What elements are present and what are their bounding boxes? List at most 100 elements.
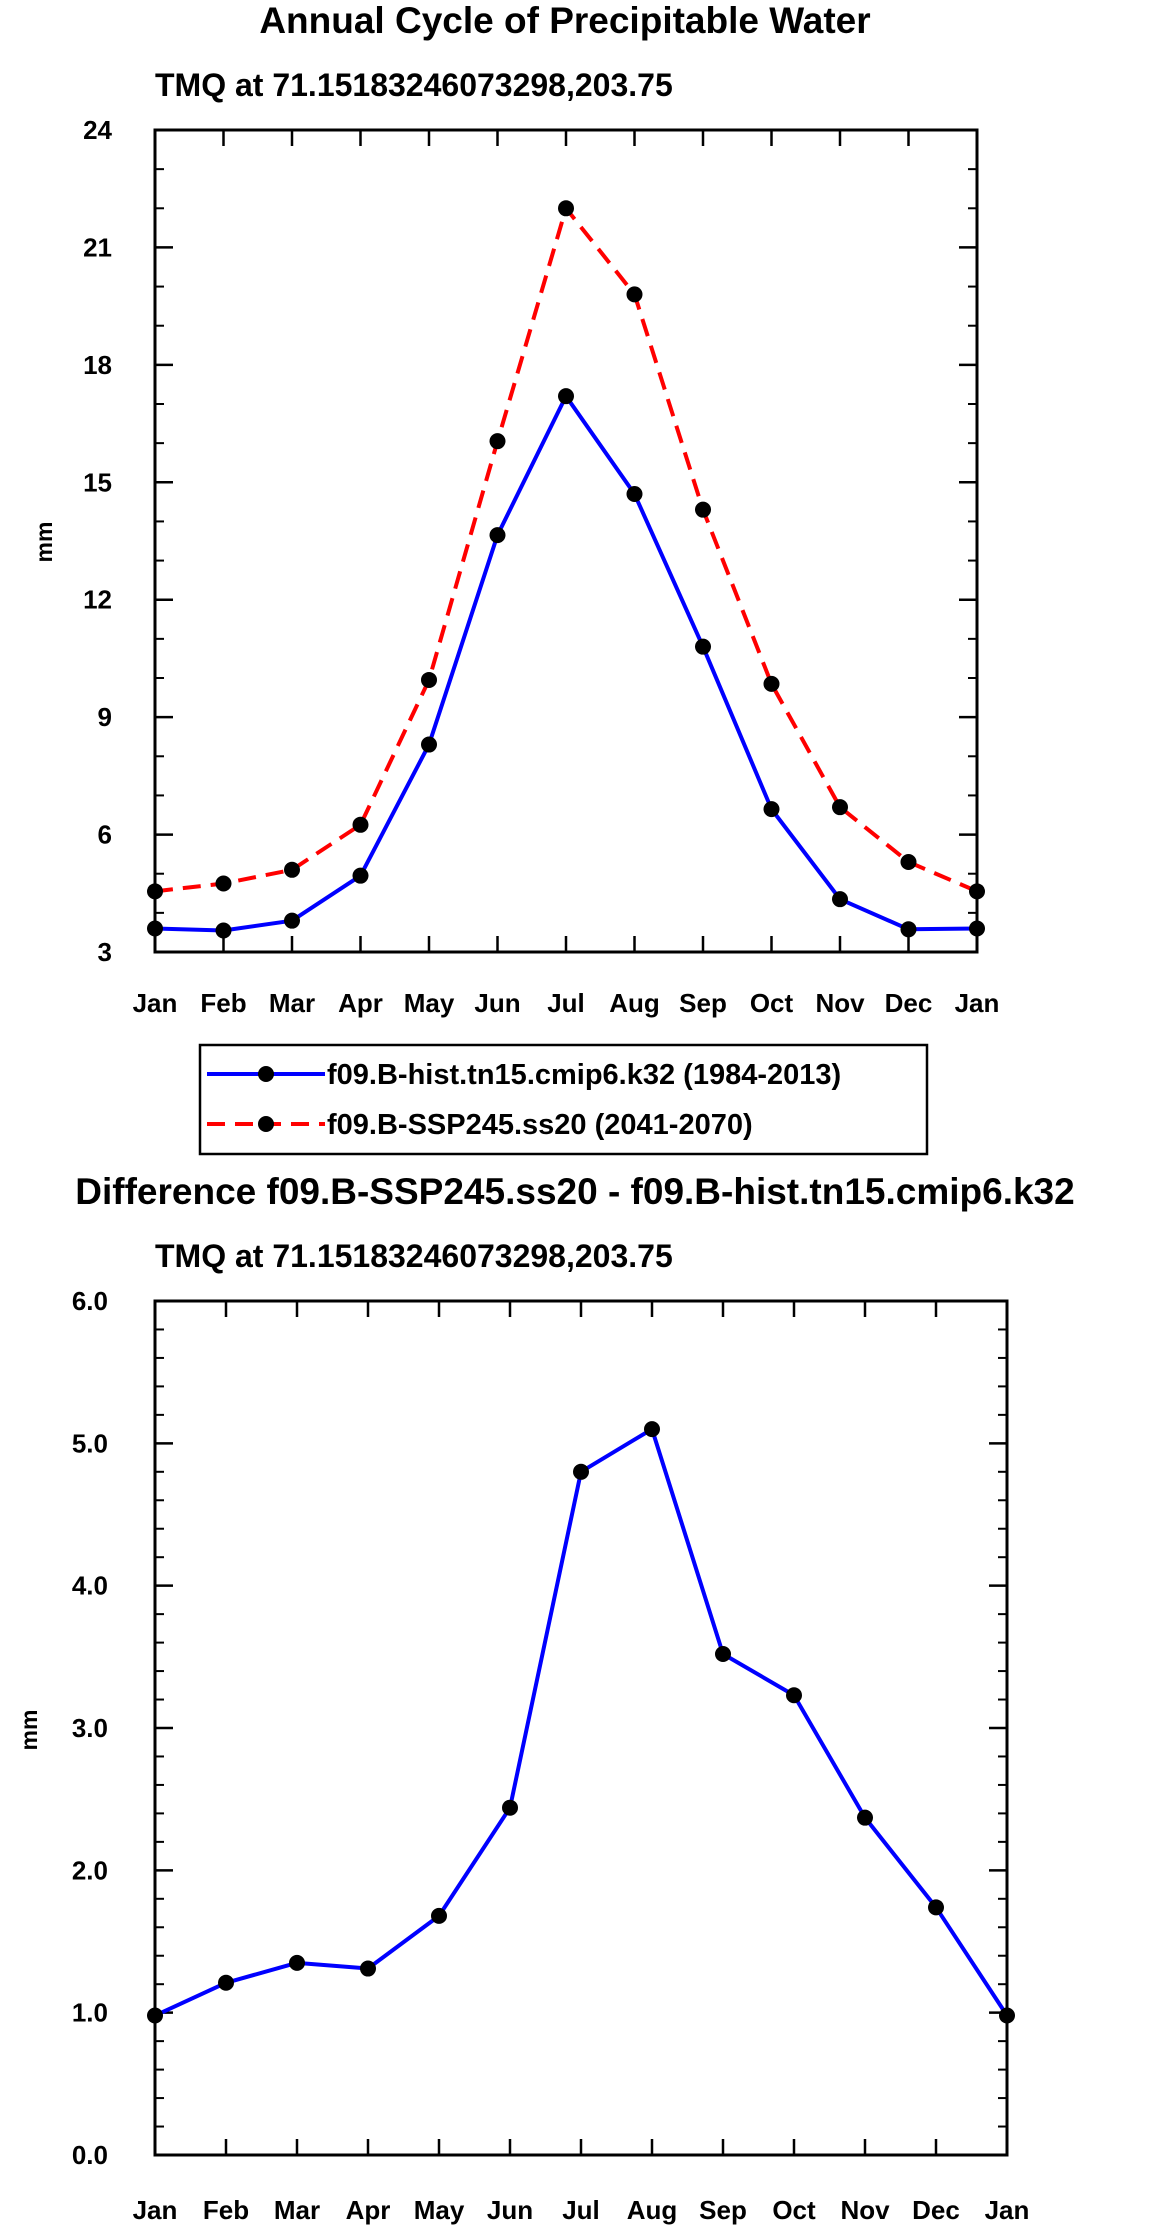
- data-point: [147, 883, 163, 900]
- data-point: [421, 736, 437, 753]
- y-tick-label: 21: [83, 232, 112, 262]
- data-point: [786, 1687, 802, 1704]
- y-tick-label: 1.0: [72, 1998, 108, 2028]
- y-tick-label: 3: [98, 937, 112, 967]
- x-tick-label: Dec: [885, 988, 933, 1018]
- chart-title: Annual Cycle of Precipitable Water: [259, 0, 870, 41]
- data-point: [489, 433, 506, 450]
- annual-cycle-chart: Annual Cycle of Precipitable Water TMQ a…: [31, 0, 1000, 1156]
- x-tick-label: Jun: [474, 988, 520, 1018]
- y-tick-label: 3.0: [72, 1713, 108, 1743]
- y-tick-label: 6.0: [72, 1286, 108, 1316]
- data-point: [999, 2007, 1015, 2024]
- x-tick-label: Aug: [627, 2195, 678, 2225]
- data-point: [215, 875, 232, 892]
- y-tick-label: 4.0: [72, 1571, 108, 1601]
- data-point: [289, 1954, 305, 1971]
- chart-subtitle: TMQ at 71.15183246073298,203.75: [155, 67, 673, 103]
- x-tick-label: Aug: [609, 988, 660, 1018]
- data-point: [558, 200, 574, 217]
- data-point: [502, 1799, 518, 1816]
- data-point: [900, 921, 917, 938]
- data-point: [928, 1899, 944, 1916]
- x-tick-label: Jan: [133, 2195, 178, 2225]
- data-point: [626, 286, 643, 303]
- x-tick-label: Dec: [912, 2195, 960, 2225]
- data-point: [218, 1974, 234, 1991]
- data-point: [695, 501, 711, 518]
- chart-title: Difference f09.B-SSP245.ss20 - f09.B-his…: [75, 1171, 1074, 1212]
- data-point: [352, 867, 369, 884]
- y-tick-label: 15: [83, 467, 112, 497]
- data-point: [421, 671, 437, 688]
- data-point: [352, 816, 369, 833]
- data-point: [695, 638, 711, 655]
- x-tick-label: Jan: [133, 988, 178, 1018]
- x-tick-label: Sep: [679, 988, 727, 1018]
- x-tick-label: Mar: [274, 2195, 320, 2225]
- data-point: [832, 799, 848, 816]
- y-tick-label: 5.0: [72, 1428, 108, 1458]
- legend-label-hist: f09.B-hist.tn15.cmip6.k32 (1984-2013): [327, 1059, 841, 1091]
- x-tick-label: Apr: [338, 988, 383, 1018]
- x-tick-label: Oct: [772, 2195, 816, 2225]
- data-point: [360, 1960, 376, 1977]
- data-point: [763, 675, 780, 692]
- chart-subtitle: TMQ at 71.15183246073298,203.75: [155, 1238, 673, 1274]
- x-tick-label: Sep: [699, 2195, 747, 2225]
- data-point: [715, 1645, 731, 1662]
- legend-marker-ssp: [258, 1116, 274, 1132]
- difference-chart: Difference f09.B-SSP245.ss20 - f09.B-his…: [16, 1171, 1075, 2225]
- data-point: [969, 883, 985, 900]
- y-tick-label: 12: [83, 585, 112, 615]
- y-tick-label: 6: [98, 820, 112, 850]
- y-tick-label: 18: [83, 350, 112, 380]
- series-line-0: [154, 394, 978, 933]
- series-line-0: [154, 1427, 1009, 2018]
- x-tick-label: Feb: [200, 988, 246, 1018]
- data-point: [857, 1809, 873, 1826]
- data-point: [284, 861, 300, 878]
- y-tick-label: 9: [98, 702, 112, 732]
- data-point: [763, 801, 780, 818]
- legend-label-ssp: f09.B-SSP245.ss20 (2041-2070): [327, 1109, 753, 1141]
- x-tick-label: Nov: [815, 988, 865, 1018]
- x-tick-label: May: [404, 988, 455, 1018]
- y-tick-label: 0.0: [72, 2140, 108, 2170]
- y-tick-label: 2.0: [72, 1855, 108, 1885]
- data-point: [215, 922, 232, 939]
- data-point: [558, 388, 574, 405]
- data-point: [573, 1463, 589, 1480]
- y-axis-label: mm: [16, 1710, 42, 1751]
- x-tick-label: May: [414, 2195, 465, 2225]
- data-point: [489, 527, 506, 544]
- data-point: [431, 1907, 447, 1924]
- data-point: [644, 1421, 660, 1438]
- y-tick-label: 24: [83, 115, 112, 145]
- x-tick-label: Nov: [840, 2195, 890, 2225]
- x-tick-label: Jun: [487, 2195, 533, 2225]
- x-tick-label: Jan: [955, 988, 1000, 1018]
- legend-box: [198, 1043, 929, 1156]
- data-point: [147, 2007, 163, 2024]
- x-tick-label: Jul: [562, 2195, 600, 2225]
- legend: f09.B-hist.tn15.cmip6.k32 (1984-2013) f0…: [198, 1043, 929, 1156]
- y-axis-label: mm: [31, 522, 57, 563]
- data-point: [900, 853, 917, 870]
- x-tick-label: Oct: [750, 988, 794, 1018]
- data-point: [626, 486, 643, 503]
- data-point: [969, 920, 985, 937]
- plot-frame: [153, 1299, 1009, 2157]
- data-point: [284, 912, 300, 929]
- x-tick-label: Apr: [346, 2195, 391, 2225]
- plot-frame: [153, 128, 979, 954]
- x-tick-label: Mar: [269, 988, 315, 1018]
- legend-marker-hist: [258, 1066, 274, 1082]
- x-tick-label: Jul: [547, 988, 585, 1018]
- series-line-1: [154, 206, 978, 894]
- data-point: [832, 891, 848, 908]
- x-tick-label: Jan: [985, 2195, 1030, 2225]
- data-point: [147, 920, 163, 937]
- x-tick-label: Feb: [203, 2195, 249, 2225]
